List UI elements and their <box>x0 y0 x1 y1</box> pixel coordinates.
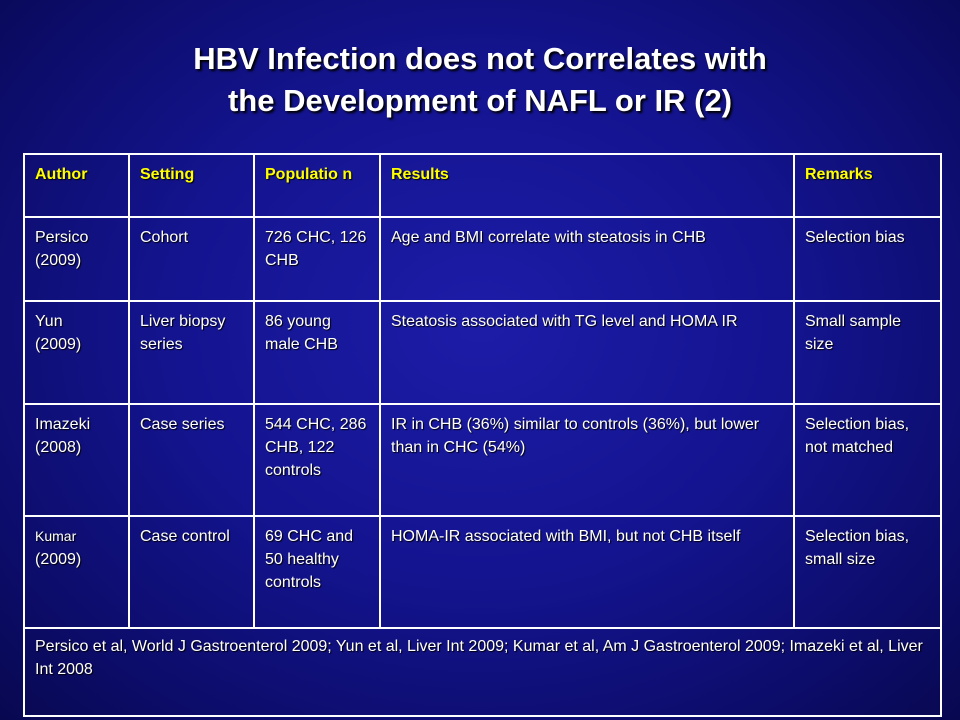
table-row: Persico (2009) Cohort 726 CHC, 126 CHB A… <box>23 216 942 302</box>
header-remarks: Remarks <box>793 153 942 218</box>
cell-population: 69 CHC and 50 healthy controls <box>253 515 381 629</box>
slide-title: HBV Infection does not Correlates with t… <box>0 38 960 122</box>
cell-author: Kumar (2009) <box>23 515 130 629</box>
cell-population: 544 CHC, 286 CHB, 122 controls <box>253 403 381 517</box>
cell-setting: Case control <box>128 515 255 629</box>
table-row: Yun (2009) Liver biopsy series 86 young … <box>23 300 942 405</box>
cell-setting: Liver biopsy series <box>128 300 255 405</box>
studies-table: Author Setting Populatio n Results Remar… <box>23 153 942 717</box>
cell-results: HOMA-IR associated with BMI, but not CHB… <box>379 515 795 629</box>
references-footnote: Persico et al, World J Gastroenterol 200… <box>23 627 942 717</box>
cell-results: Steatosis associated with TG level and H… <box>379 300 795 405</box>
author-year: (2009) <box>35 551 82 568</box>
author-year: (2009) <box>35 336 82 353</box>
cell-remarks: Selection bias, not matched <box>793 403 942 517</box>
cell-setting: Cohort <box>128 216 255 302</box>
cell-results: Age and BMI correlate with steatosis in … <box>379 216 795 302</box>
cell-author: Persico (2009) <box>23 216 130 302</box>
slide-title-line-2: the Development of NAFL or IR (2) <box>227 83 733 118</box>
table-row: Kumar (2009) Case control 69 CHC and 50 … <box>23 515 942 629</box>
cell-setting: Case series <box>128 403 255 517</box>
cell-remarks: Selection bias, small size <box>793 515 942 629</box>
cell-results: IR in CHB (36%) similar to controls (36%… <box>379 403 795 517</box>
cell-author: Imazeki (2008) <box>23 403 130 517</box>
cell-remarks: Selection bias <box>793 216 942 302</box>
cell-author: Yun (2009) <box>23 300 130 405</box>
header-population: Populatio n <box>253 153 381 218</box>
author-name: Imazeki <box>35 416 91 433</box>
header-author: Author <box>23 153 130 218</box>
author-name: Persico <box>35 229 89 246</box>
cell-population: 86 young male CHB <box>253 300 381 405</box>
author-name: Yun <box>35 313 63 330</box>
table-header-row: Author Setting Populatio n Results Remar… <box>23 153 942 218</box>
table-row: Imazeki (2008) Case series 544 CHC, 286 … <box>23 403 942 517</box>
author-year: (2009) <box>35 252 82 269</box>
header-setting: Setting <box>128 153 255 218</box>
slide-title-line-1: HBV Infection does not Correlates with <box>193 41 767 76</box>
author-name: Kumar <box>35 528 77 544</box>
cell-population: 726 CHC, 126 CHB <box>253 216 381 302</box>
author-year: (2008) <box>35 439 82 456</box>
header-results: Results <box>379 153 795 218</box>
table-footnote-row: Persico et al, World J Gastroenterol 200… <box>23 627 942 717</box>
cell-remarks: Small sample size <box>793 300 942 405</box>
